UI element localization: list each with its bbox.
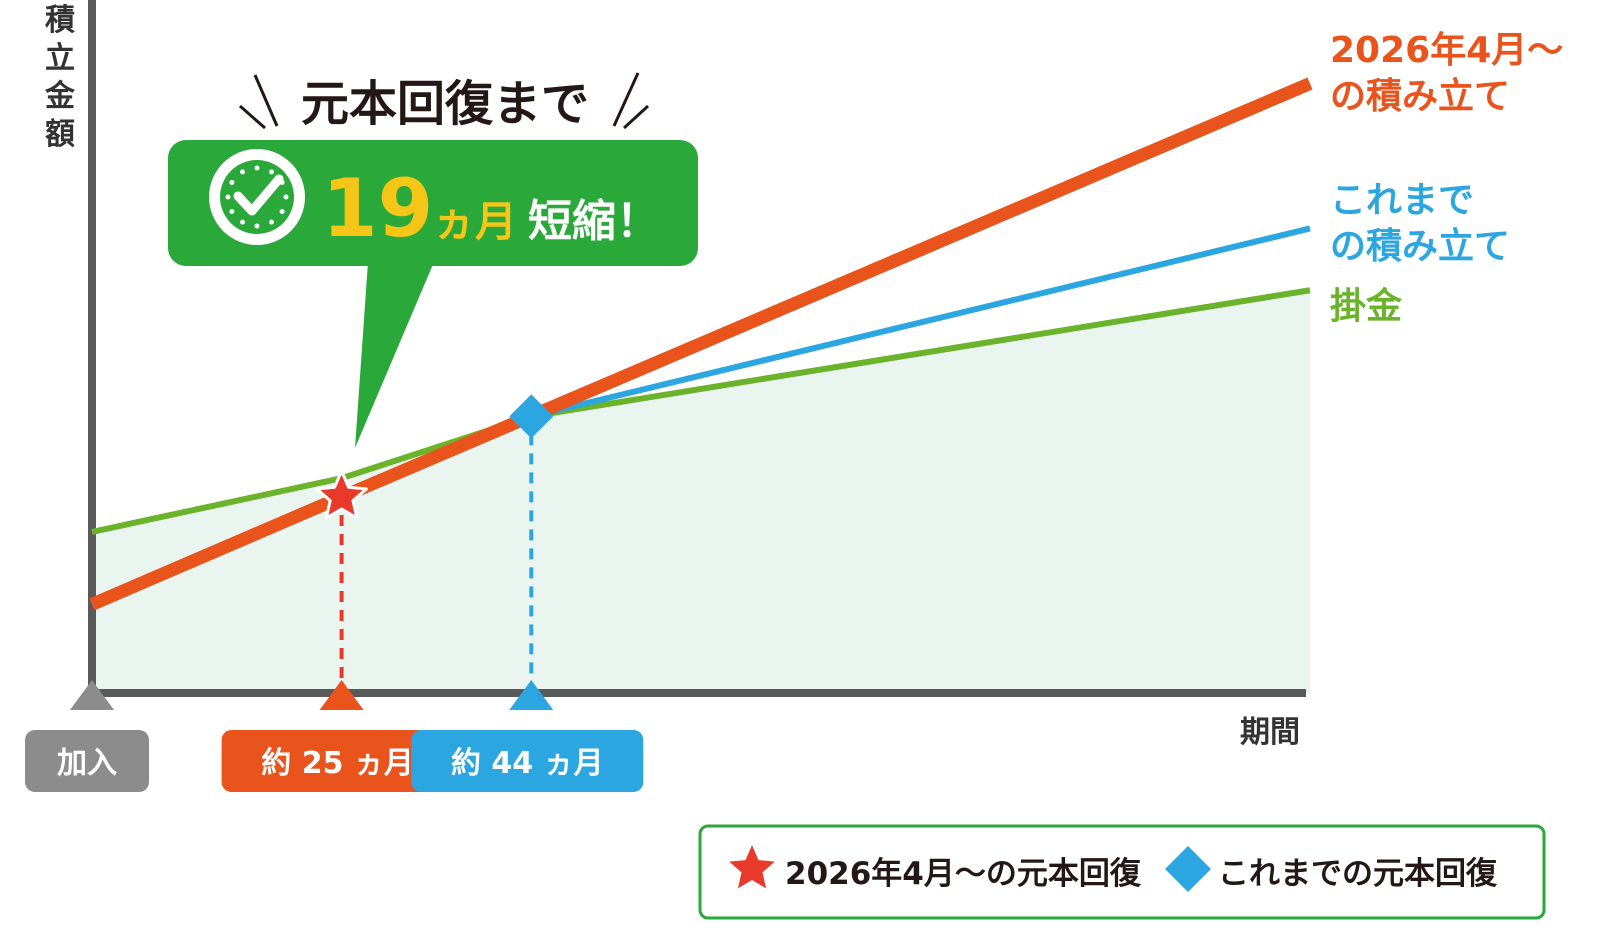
- series-label-0-0: 2026年4月～: [1330, 30, 1563, 71]
- series-label-1-1: の積み立て: [1330, 226, 1510, 267]
- x-axis-label: 期間: [1240, 715, 1300, 750]
- y-axis-label: 積立金額: [44, 3, 76, 152]
- series-line-2: [91, 287, 1311, 535]
- accent-stroke: [612, 72, 640, 127]
- legend-box: [698, 824, 1546, 920]
- legend-label-0: 2026年4月～の元本回復: [785, 856, 1142, 892]
- accent-stroke: [253, 74, 279, 127]
- legend-diamond-marker: [1165, 846, 1211, 892]
- accent-stroke: [239, 104, 266, 130]
- callout-bubble: [168, 140, 698, 266]
- x-marker-triangle-2: [509, 680, 554, 710]
- legend-star-marker: [729, 845, 775, 889]
- x-marker-label-0: 加入: [57, 746, 117, 781]
- accent-stroke: [622, 104, 650, 130]
- x-marker-label-1: 約 25 ヵ月: [261, 746, 414, 781]
- series-label-0-1: の積み立て: [1330, 76, 1510, 117]
- legend-label-1: これまでの元本回復: [1218, 856, 1498, 892]
- callout-unit: ヵ月: [433, 197, 517, 246]
- series-label-1-0: これまで: [1330, 180, 1474, 221]
- recovery-point-star: [315, 469, 368, 520]
- x-marker-box-2: [411, 730, 644, 792]
- clock-check-icon: [209, 149, 305, 245]
- callout-pointer: [355, 262, 434, 448]
- x-marker-box-1: [221, 730, 454, 792]
- series-label-2-0: 掛金: [1330, 285, 1403, 327]
- callout-heading: 元本回復まで: [301, 76, 589, 132]
- x-marker-triangle-0: [70, 680, 114, 710]
- x-marker-label-2: 約 44 ヵ月: [451, 746, 604, 781]
- callout-suffix: 短縮！: [528, 196, 660, 247]
- callout-value: 19: [322, 162, 433, 255]
- recovery-point-diamond: [509, 394, 554, 439]
- area-fill: [92, 290, 1310, 693]
- x-marker-box-0: [25, 730, 149, 792]
- x-marker-triangle-1: [319, 680, 364, 710]
